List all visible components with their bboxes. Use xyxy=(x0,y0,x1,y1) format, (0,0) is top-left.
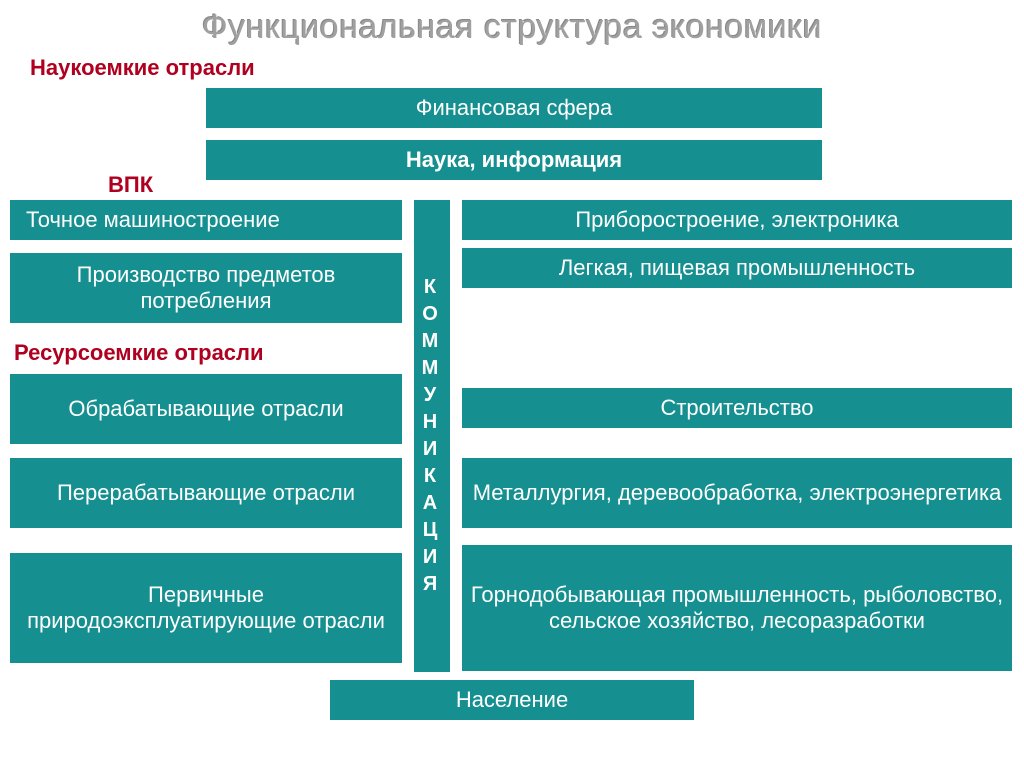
label-vpk: ВПК xyxy=(108,172,153,198)
box-fin: Финансовая сфера xyxy=(206,88,822,128)
box-naselenie: Население xyxy=(330,680,694,720)
komm-letter: М xyxy=(422,355,443,382)
komm-letter: К xyxy=(424,274,440,301)
box-gorno: Горнодобывающая промышленность, рыболовс… xyxy=(462,545,1012,671)
box-obrab: Обрабатывающие отрасли xyxy=(10,374,402,444)
komm-letter: Ц xyxy=(423,517,442,544)
komm-letter: Н xyxy=(423,409,441,436)
komm-letter: У xyxy=(424,382,440,409)
box-proizv: Производство предметов потребления xyxy=(10,253,402,323)
komm-letter: И xyxy=(423,544,441,571)
box-nauka: Наука, информация xyxy=(206,140,822,180)
page-title: Функциональная структура экономики xyxy=(0,8,1024,47)
komm-letter: И xyxy=(423,436,441,463)
komm-letter: О xyxy=(422,301,442,328)
box-pribor: Приборостроение, электроника xyxy=(462,200,1012,240)
label-resursoemkie: Ресурсоемкие отрасли xyxy=(14,340,264,366)
box-metall: Металлургия, деревообработка, электроэне… xyxy=(462,458,1012,528)
label-naukoemkie: Наукоемкие отрасли xyxy=(30,55,255,81)
box-tochnoe: Точное машиностроение xyxy=(10,200,402,240)
box-pervich: Первичные природоэксплуатирующие отрасли xyxy=(10,553,402,663)
komm-letter: К xyxy=(424,463,440,490)
box-komm-vertical: К О М М У Н И К А Ц И Я xyxy=(414,200,450,672)
komm-letter: А xyxy=(423,490,441,517)
box-pererab: Перерабатывающие отрасли xyxy=(10,458,402,528)
box-stroit: Строительство xyxy=(462,388,1012,428)
komm-letter: М xyxy=(422,328,443,355)
box-legkaya: Легкая, пищевая промышленность xyxy=(462,248,1012,288)
komm-letter: Я xyxy=(423,571,441,598)
